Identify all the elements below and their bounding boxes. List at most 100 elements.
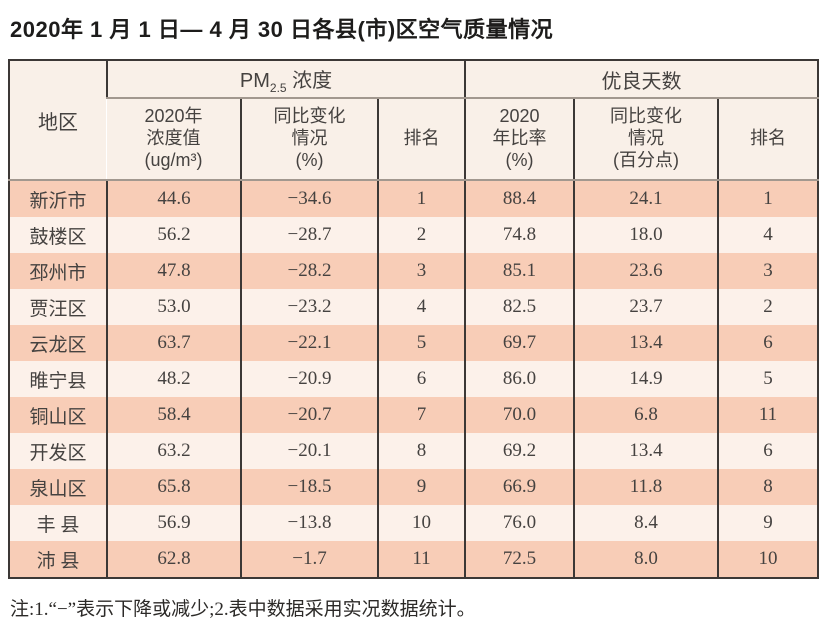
days-change-cell: 6.8: [573, 397, 719, 433]
table-row: 鼓楼区 56.2 −28.7 2 74.8 18.0 4: [9, 217, 819, 253]
days-ratio-cell: 70.0: [464, 397, 575, 433]
pm-change-cell: −20.7: [240, 397, 378, 433]
pm-change-cell: −28.7: [240, 217, 378, 253]
pm25-label: PM2.5 浓度: [239, 69, 333, 95]
pm-rank-cell: 8: [376, 433, 466, 469]
days-ratio-cell: 69.7: [464, 325, 575, 361]
column-header-pm-change: 同比变化 情况 (%): [240, 98, 378, 181]
region-cell: 云龙区: [9, 325, 107, 361]
pm-rank-cell: 2: [376, 217, 466, 253]
column-header-region: 地区: [9, 60, 107, 181]
table-row: 沛 县 62.8 −1.7 11 72.5 8.0 10: [9, 541, 819, 578]
days-ratio-cell: 74.8: [464, 217, 575, 253]
table-row: 贾汪区 53.0 −23.2 4 82.5 23.7 2: [9, 289, 819, 325]
days-rank-cell: 6: [717, 325, 819, 361]
table-row: 新沂市 44.6 −34.6 1 88.4 24.1 1: [9, 180, 819, 217]
days-change-cell: 23.6: [573, 253, 719, 289]
days-change-cell: 8.0: [573, 541, 719, 578]
table-row: 邳州市 47.8 −28.2 3 85.1 23.6 3: [9, 253, 819, 289]
pm-change-cell: −20.9: [240, 361, 378, 397]
column-header-pm-rank: 排名: [376, 98, 466, 181]
pm-rank-cell: 6: [376, 361, 466, 397]
region-cell: 沛 县: [9, 541, 107, 578]
region-cell: 鼓楼区: [9, 217, 107, 253]
table-row: 睢宁县 48.2 −20.9 6 86.0 14.9 5: [9, 361, 819, 397]
days-rank-cell: 2: [717, 289, 819, 325]
pm-value-cell: 65.8: [106, 469, 241, 505]
days-change-cell: 11.8: [573, 469, 719, 505]
pm-rank-cell: 7: [376, 397, 466, 433]
column-header-pm-value: 2020年 浓度值 (ug/m³): [107, 98, 241, 181]
pm-change-cell: −23.2: [240, 289, 378, 325]
days-ratio-cell: 88.4: [464, 180, 575, 217]
pm-change-cell: −18.5: [240, 469, 378, 505]
pm-rank-cell: 11: [376, 541, 466, 578]
days-ratio-cell: 76.0: [464, 505, 575, 541]
days-ratio-cell: 66.9: [464, 469, 575, 505]
pm-rank-cell: 5: [376, 325, 466, 361]
days-ratio-cell: 86.0: [464, 361, 575, 397]
days-change-cell: 24.1: [573, 180, 719, 217]
region-cell: 铜山区: [9, 397, 107, 433]
pm-rank-cell: 1: [376, 180, 466, 217]
days-rank-cell: 4: [717, 217, 819, 253]
days-change-cell: 13.4: [573, 433, 719, 469]
column-header-days-ratio: 2020 年比率 (%): [464, 98, 575, 181]
pm-value-cell: 47.8: [106, 253, 241, 289]
pm-change-cell: −22.1: [240, 325, 378, 361]
days-ratio-cell: 85.1: [464, 253, 575, 289]
column-group-good-days: 优良天数: [464, 60, 819, 99]
pm-value-cell: 53.0: [106, 289, 241, 325]
days-rank-cell: 1: [717, 180, 819, 217]
pm-change-cell: −13.8: [240, 505, 378, 541]
pm-rank-cell: 10: [376, 505, 466, 541]
pm25-subscript: 2.5: [269, 80, 287, 95]
pm-change-cell: −20.1: [240, 433, 378, 469]
days-rank-cell: 3: [717, 253, 819, 289]
region-cell: 丰 县: [9, 505, 107, 541]
days-rank-cell: 6: [717, 433, 819, 469]
pm-rank-cell: 9: [376, 469, 466, 505]
air-quality-table: 地区 PM2.5 浓度 优良天数 2020年 浓度值 (ug/m³) 同比变化 …: [8, 59, 820, 579]
days-change-cell: 8.4: [573, 505, 719, 541]
pm-value-cell: 44.6: [106, 180, 241, 217]
days-rank-cell: 5: [717, 361, 819, 397]
table-row: 泉山区 65.8 −18.5 9 66.9 11.8 8: [9, 469, 819, 505]
days-change-cell: 23.7: [573, 289, 719, 325]
pm25-prefix: PM: [239, 69, 270, 92]
days-rank-cell: 9: [717, 505, 819, 541]
region-cell: 邳州市: [9, 253, 107, 289]
table-row: 铜山区 58.4 −20.7 7 70.0 6.8 11: [9, 397, 819, 433]
region-cell: 新沂市: [9, 180, 107, 217]
pm-value-cell: 48.2: [106, 361, 241, 397]
table-header-group-row: 地区 PM2.5 浓度 优良天数: [9, 60, 819, 181]
days-rank-cell: 8: [717, 469, 819, 505]
pm-change-cell: −28.2: [240, 253, 378, 289]
days-ratio-cell: 72.5: [464, 541, 575, 578]
pm25-suffix: 浓度: [286, 69, 333, 92]
pm-value-cell: 56.2: [106, 217, 241, 253]
table-row: 丰 县 56.9 −13.8 10 76.0 8.4 9: [9, 505, 819, 541]
pm-value-cell: 56.9: [106, 505, 241, 541]
pm-value-cell: 63.7: [106, 325, 241, 361]
region-cell: 睢宁县: [9, 361, 107, 397]
pm-rank-cell: 4: [376, 289, 466, 325]
days-ratio-cell: 82.5: [464, 289, 575, 325]
days-change-cell: 18.0: [573, 217, 719, 253]
pm-value-cell: 63.2: [106, 433, 241, 469]
pm-change-cell: −1.7: [240, 541, 378, 578]
pm-rank-cell: 3: [376, 253, 466, 289]
days-rank-cell: 10: [717, 541, 819, 578]
page-title: 2020年 1 月 1 日— 4 月 30 日各县(市)区空气质量情况: [10, 17, 554, 42]
pm-value-cell: 58.4: [106, 397, 241, 433]
days-ratio-cell: 69.2: [464, 433, 575, 469]
days-change-cell: 14.9: [573, 361, 719, 397]
days-rank-cell: 11: [717, 397, 819, 433]
footnote: 注:1.“−”表示下降或减少;2.表中数据采用实况数据统计。: [10, 599, 476, 620]
column-group-pm25: PM2.5 浓度: [105, 60, 466, 99]
table-header-sub-row: 2020年 浓度值 (ug/m³) 同比变化 情况 (%) 排名 2020 年比…: [9, 98, 819, 181]
column-header-days-rank: 排名: [717, 98, 819, 181]
region-cell: 开发区: [9, 433, 107, 469]
table-header: 地区 PM2.5 浓度 优良天数 2020年 浓度值 (ug/m³) 同比变化 …: [9, 60, 819, 181]
